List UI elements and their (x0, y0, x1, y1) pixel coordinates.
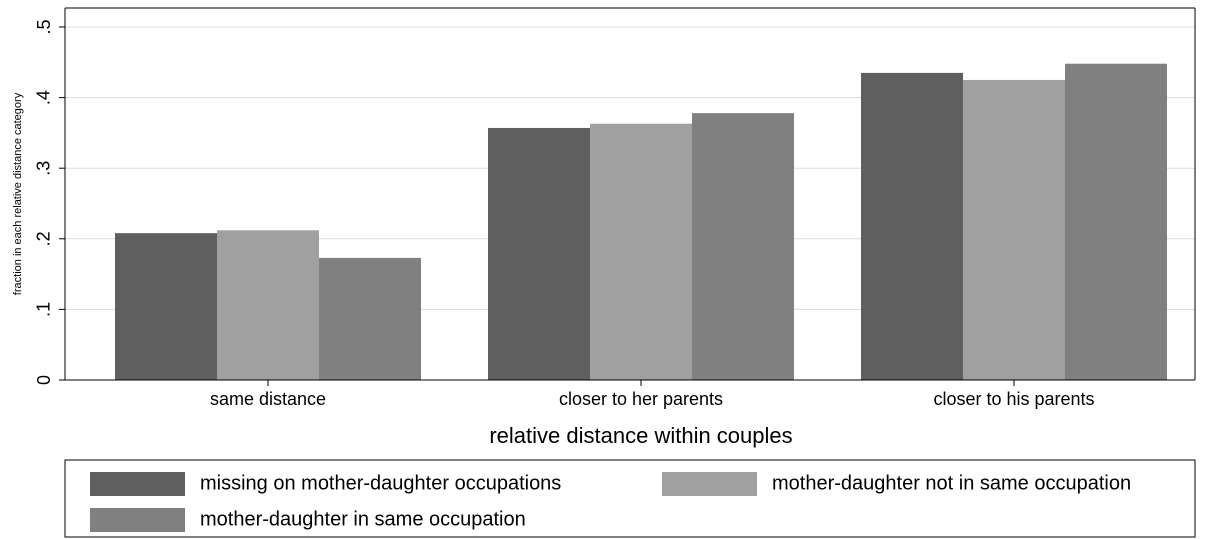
y-tick-label: .3 (34, 161, 54, 176)
legend-label: mother-daughter not in same occupation (772, 472, 1131, 494)
legend-box (64, 459, 1196, 538)
legend-swatch (662, 472, 757, 496)
legend-label: missing on mother-daughter occupations (200, 472, 561, 494)
bar (217, 230, 319, 380)
y-tick-label: .1 (34, 302, 54, 317)
bar (861, 72, 963, 380)
bar (319, 257, 421, 380)
y-tick-label: .4 (34, 90, 54, 105)
bar (963, 79, 1065, 380)
y-tick-label: 0 (34, 375, 54, 385)
x-tick-label: closer to her parents (559, 389, 723, 409)
bar (692, 113, 794, 380)
y-tick-label: .2 (34, 231, 54, 246)
x-axis-title: relative distance within couples (489, 423, 792, 448)
bar (488, 127, 590, 380)
legend-swatch (90, 472, 185, 496)
x-tick-label: same distance (210, 389, 326, 409)
bar (115, 233, 217, 380)
x-tick-label: closer to his parents (933, 389, 1094, 409)
bar (590, 123, 692, 381)
legend-swatch (90, 508, 185, 532)
y-axis-title: fraction in each relative distance categ… (12, 92, 24, 295)
legend-label: mother-daughter in same occupation (200, 508, 526, 530)
y-tick-label: .5 (34, 19, 54, 34)
bar (1065, 63, 1167, 380)
